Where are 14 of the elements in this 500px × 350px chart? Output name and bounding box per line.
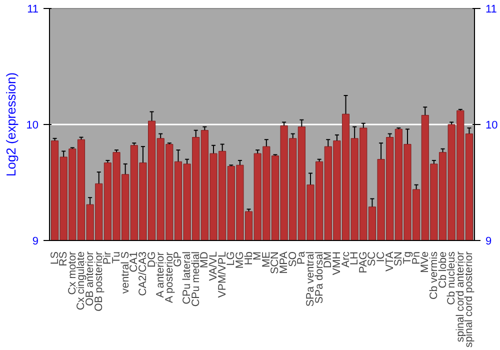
x-tick-label: CA2/CA3 (136, 251, 149, 296)
y-tick-label: 11 (27, 4, 39, 16)
y-tick-label: 9 (32, 236, 39, 248)
y2-tick-label: 10 (486, 120, 498, 132)
x-tick-label: A posterior (163, 252, 176, 304)
x-tick-label: VMH (330, 251, 343, 276)
y-axis-title: Log2 (expression) (3, 72, 18, 177)
x-tick-label: OB posterior (92, 251, 105, 312)
x-tick-label: Tg (401, 251, 414, 264)
y2-tick-label: 11 (486, 4, 497, 16)
y2-tick-label: 9 (486, 236, 492, 248)
x-tick-label: spinal cord posterior (463, 251, 476, 348)
x-tick-label: RS (58, 251, 70, 266)
y-tick-label: 10 (26, 120, 39, 132)
